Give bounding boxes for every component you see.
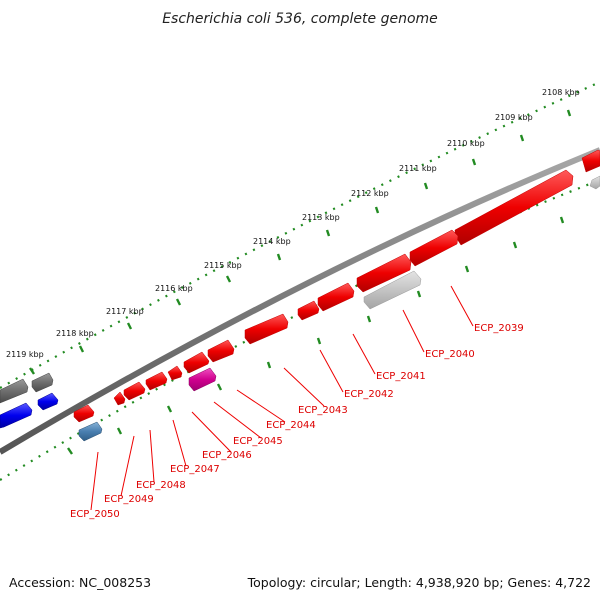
gene-label[interactable]: ECP_2046 [202,450,252,461]
gene-arrow[interactable] [581,149,600,173]
kbp-labels: 2108 kbp 2109 kbp 2110 kbp 2111 kbp 2112… [6,88,580,359]
kbp-label: 2117 kbp [106,307,144,316]
outer-tick-track [0,80,600,389]
gene-label[interactable]: ECP_2045 [233,436,283,447]
gene-arrow[interactable] [31,372,54,393]
genes-strand-bottom [78,175,600,442]
gene-labels: ECP_2039 ECP_2040 ECP_2041 ECP_2042 ECP_… [70,323,524,520]
gene-label[interactable]: ECP_2050 [70,509,120,520]
genes-strand-top [73,149,600,423]
map-title: Escherichia coli 536, complete genome [162,11,438,27]
gene-arrow[interactable] [356,253,412,293]
gene-label[interactable]: ECP_2048 [136,480,186,491]
gene-arrow[interactable] [409,229,459,267]
gene-label[interactable]: ECP_2039 [474,323,524,334]
kbp-label: 2111 kbp [399,164,437,173]
gene-label[interactable]: ECP_2049 [104,494,154,505]
gene-label[interactable]: ECP_2043 [298,405,348,416]
kbp-label: 2112 kbp [351,189,389,198]
gene-arrow[interactable] [73,404,95,423]
kbp-label: 2119 kbp [6,350,44,359]
gene-arrow[interactable] [167,365,183,381]
kbp-label: 2110 kbp [447,139,485,148]
gene-arrow[interactable] [297,300,320,321]
gene-arrow[interactable] [37,392,59,411]
inner-major-ticks [67,216,565,455]
kbp-label: 2115 kbp [204,261,242,270]
accession-text: Accession: NC_008253 [9,575,151,590]
kbp-label: 2118 kbp [56,329,94,338]
genome-backbone [0,147,600,455]
gene-arrow[interactable] [188,367,217,392]
gene-arrow[interactable] [363,270,422,310]
kbp-label: 2113 kbp [302,213,340,222]
gene-label[interactable]: ECP_2044 [266,420,316,431]
gene-arrow[interactable] [244,313,289,345]
gene-label[interactable]: ECP_2042 [344,389,394,400]
gene-label[interactable]: ECP_2040 [425,349,475,360]
gene-label[interactable]: ECP_2047 [170,464,220,475]
kbp-label: 2116 kbp [155,284,193,293]
kbp-label: 2114 kbp [253,237,291,246]
gene-arrow[interactable] [183,351,210,374]
gene-arrow[interactable] [589,175,600,190]
gene-arrow[interactable] [123,381,146,401]
genes-left [0,372,59,429]
outer-major-ticks [29,109,572,375]
gene-arrow[interactable] [0,402,33,429]
gene-arrow[interactable] [317,282,355,312]
topology-text: Topology: circular; Length: 4,938,920 bp… [247,575,591,590]
kbp-label: 2108 kbp [542,88,580,97]
gene-arrow[interactable] [0,378,29,404]
label-leaders [90,285,474,511]
kbp-label: 2109 kbp [495,113,533,122]
gene-label[interactable]: ECP_2041 [376,371,426,382]
gene-arrow[interactable] [207,339,235,363]
gene-arrow[interactable] [113,391,126,406]
gene-arrow[interactable] [145,371,168,391]
gene-arrow[interactable] [78,421,103,442]
